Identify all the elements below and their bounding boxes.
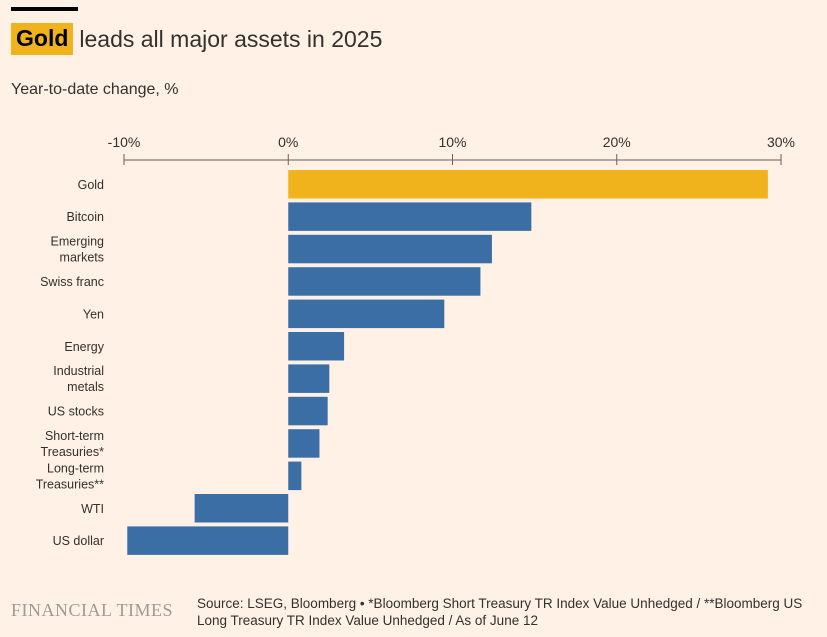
category-label: Gold (78, 178, 104, 192)
bar (288, 299, 445, 329)
category-label: Yen (83, 307, 104, 321)
title-highlight: Gold (11, 23, 74, 55)
x-tick-label: -10% (108, 134, 141, 150)
category-label: Short-term (45, 429, 104, 443)
bar (288, 267, 481, 296)
x-tick-label: 20% (603, 134, 631, 150)
bar (288, 461, 302, 491)
category-label: Swiss franc (40, 275, 104, 289)
chart-subtitle: Year-to-date change, % (11, 81, 179, 98)
x-tick-label: 10% (438, 134, 466, 150)
category-label: metals (67, 380, 104, 394)
x-tick-label: 0% (278, 134, 298, 150)
category-label: Industrial (53, 364, 104, 378)
x-tick-label: 30% (767, 134, 795, 150)
bar (127, 526, 289, 555)
category-label: Treasuries** (36, 477, 104, 491)
category-label: Long-term (47, 461, 104, 475)
category-label: markets (60, 251, 104, 265)
bar (288, 234, 492, 264)
category-label: US stocks (48, 405, 104, 419)
category-label: Energy (64, 340, 104, 354)
bar (288, 364, 330, 393)
bar (194, 494, 289, 523)
bar (288, 170, 768, 199)
category-label: Emerging (51, 235, 105, 249)
source-note: Source: LSEG, Bloomberg • *Bloomberg Sho… (197, 596, 803, 628)
bar (288, 396, 328, 426)
category-label: Treasuries* (41, 445, 105, 459)
category-label: WTI (81, 502, 104, 516)
category-label: US dollar (53, 534, 104, 548)
category-label: Bitcoin (66, 210, 104, 224)
ft-logo: FINANCIAL TIMES (11, 600, 174, 620)
bar (288, 202, 532, 231)
bar (288, 429, 320, 458)
title-text: leads all major assets in 2025 (79, 25, 383, 52)
bar (288, 332, 345, 361)
brand-rule (11, 7, 78, 11)
bar-chart: -10% 0% 10% 20% 30% Gold Bitcoin Emerging marke… (36, 134, 795, 555)
chart-title: Gold leads all major assets in 2025 (11, 22, 382, 56)
